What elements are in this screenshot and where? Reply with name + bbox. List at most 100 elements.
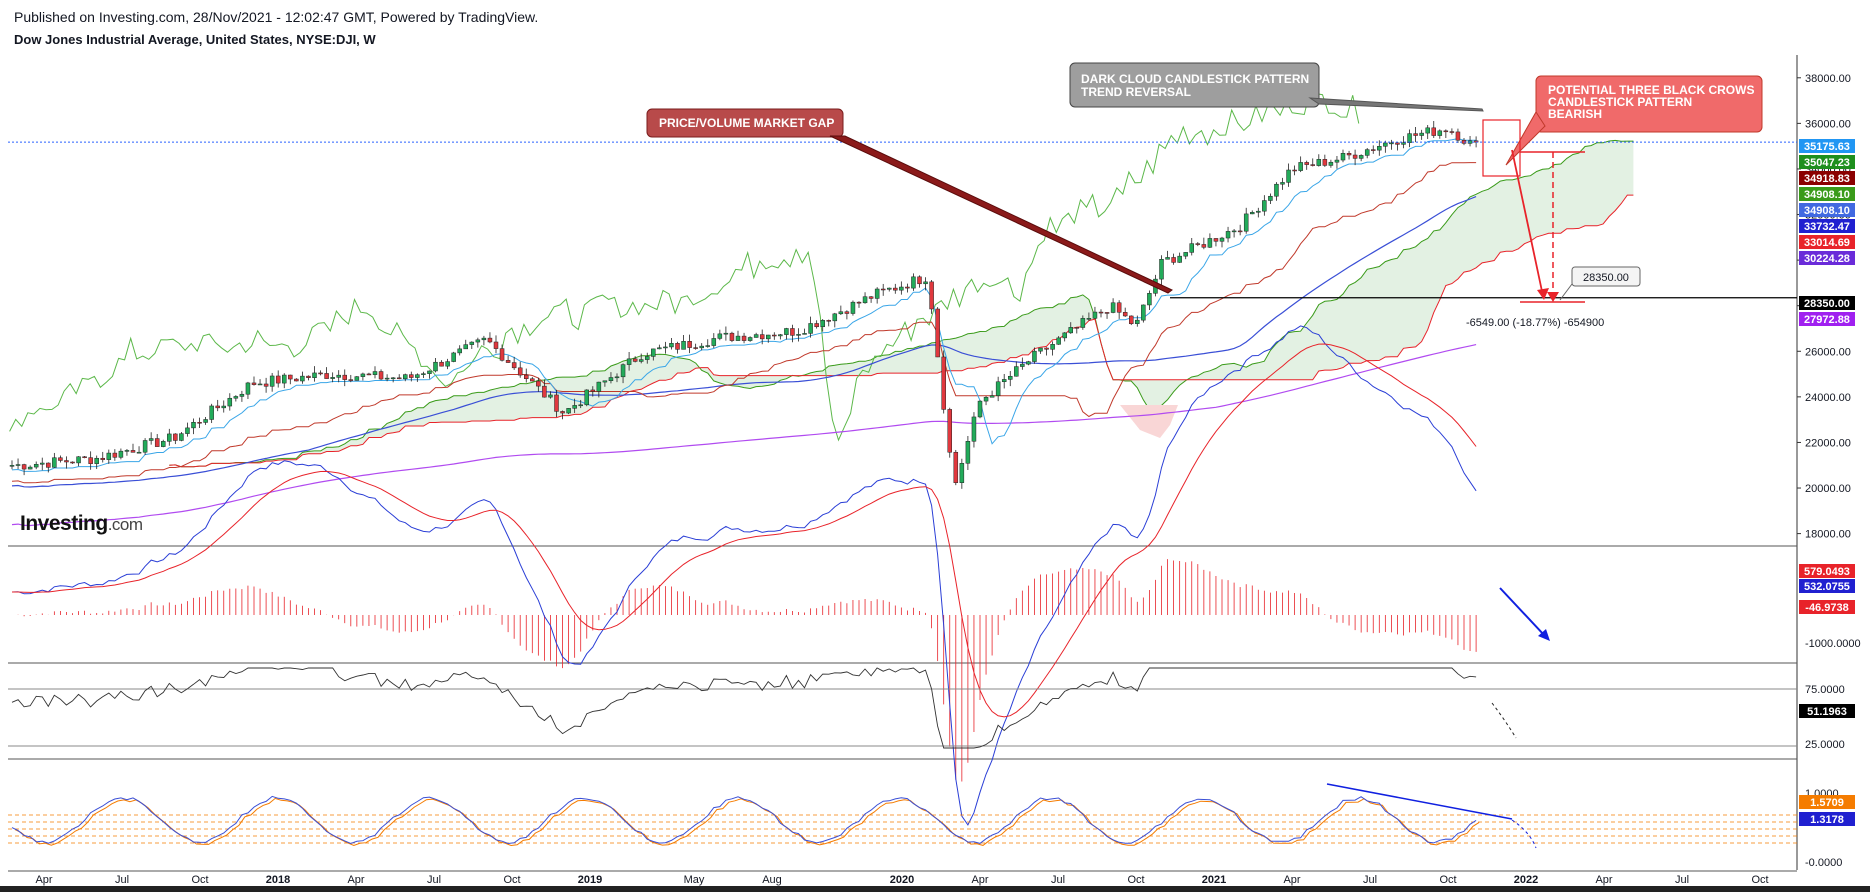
price-label: 28350.00 [1804, 298, 1850, 310]
ichimoku-cloud [169, 140, 1634, 467]
price-label-bg [1799, 219, 1855, 233]
candle-body [1316, 159, 1322, 166]
candle-body [282, 374, 287, 384]
candle-body [602, 380, 608, 383]
candle-body [64, 460, 69, 463]
candle-body [796, 334, 801, 336]
projection-arrow [1511, 149, 1544, 297]
candle-body [76, 456, 81, 464]
candle-body [288, 374, 293, 380]
x-axis-label: 2019 [578, 874, 602, 886]
candle-body [893, 287, 898, 291]
candle-body [94, 457, 99, 464]
candle-body [705, 345, 710, 347]
candle-body [1171, 257, 1176, 263]
candle-body [21, 464, 27, 470]
candle-body [1407, 133, 1412, 143]
candle-body [1304, 162, 1309, 165]
candle-body [820, 320, 825, 328]
price-label: 34918.83 [1804, 173, 1850, 185]
candle-body [1371, 149, 1376, 151]
x-axis-label: Aug [762, 874, 782, 886]
x-axis-label: 2021 [1202, 874, 1226, 886]
target-box-pointer [1559, 283, 1573, 301]
candle-body [136, 451, 142, 454]
x-axis-label: Apr [347, 874, 364, 886]
candle-body [445, 361, 450, 367]
candle-body [717, 333, 723, 339]
candle-body [1256, 210, 1261, 213]
investing-logo: Investing.com [20, 512, 143, 535]
candle-body [1292, 169, 1297, 172]
stoch-forecast-arrow [1511, 819, 1537, 849]
macd-label-bg [1799, 564, 1855, 578]
candle-body [324, 373, 329, 379]
candle-body [759, 334, 765, 340]
candle-body [82, 456, 87, 458]
candle-body [390, 377, 396, 380]
candle-body [1237, 230, 1243, 233]
candle-body [191, 422, 196, 429]
candle-body [336, 374, 341, 378]
candle-body [1141, 304, 1146, 321]
x-axis-label: Oct [1751, 874, 1768, 886]
candle-body [536, 380, 541, 387]
candle-body [421, 373, 426, 375]
candle-body [965, 441, 971, 464]
price-label-bg [1799, 139, 1855, 153]
macd-line [11, 325, 1477, 826]
candle-body [505, 360, 511, 363]
candle-body [826, 320, 831, 322]
stoch-y-tick-label: -0.0000 [1805, 857, 1842, 869]
candle-body [15, 464, 21, 466]
candle-body [1219, 237, 1225, 242]
candle-body [378, 371, 384, 380]
price-label: 30224.28 [1804, 253, 1850, 265]
dark-cloud-pointer [1308, 97, 1484, 112]
candle-body [1038, 347, 1043, 352]
measure-arrowhead [1547, 292, 1559, 302]
candle-body [899, 286, 904, 291]
candle-body [384, 377, 390, 380]
candle-body [1443, 130, 1449, 133]
price-label-bg [1799, 203, 1855, 217]
candle-body [1437, 130, 1443, 136]
macd-label: -46.9738 [1805, 602, 1848, 614]
macd-label-bg [1799, 600, 1855, 614]
candle-body [1177, 255, 1182, 263]
candle-body [917, 276, 922, 285]
candle-body [923, 281, 928, 285]
macd-label: 532.0755 [1804, 581, 1850, 593]
y-tick-label: 22000.00 [1805, 437, 1851, 449]
candle-body [1165, 257, 1170, 260]
candle-body [451, 352, 456, 362]
candle-body [1280, 182, 1285, 185]
candle-body [1383, 142, 1388, 147]
candle-body [487, 337, 493, 343]
macd-y-tick-label: -1000.0000 [1805, 638, 1861, 650]
candle-body [1364, 149, 1370, 156]
price-label-bg [1799, 296, 1855, 310]
candle-body [669, 343, 674, 348]
price-label-bg [1799, 312, 1855, 326]
crows-pointer [1505, 111, 1546, 166]
candle-body [1068, 327, 1073, 334]
candle-body [874, 288, 880, 299]
candle-body [935, 308, 940, 358]
candle-body [1135, 319, 1140, 324]
stoch-k-line [11, 795, 1477, 845]
candle-body [1032, 350, 1037, 362]
candle-body [1419, 132, 1424, 136]
candle-body [941, 356, 946, 410]
projection-arrowhead [1537, 288, 1549, 300]
candle-body [1062, 332, 1067, 339]
candle-body [723, 332, 729, 335]
x-axis-label: Jul [427, 874, 441, 886]
candle-body [179, 433, 184, 441]
candle-body [1334, 159, 1340, 163]
candle-body [1074, 327, 1080, 329]
candle-body [1352, 154, 1358, 159]
candle-body [784, 328, 789, 335]
candle-body [1262, 200, 1267, 212]
